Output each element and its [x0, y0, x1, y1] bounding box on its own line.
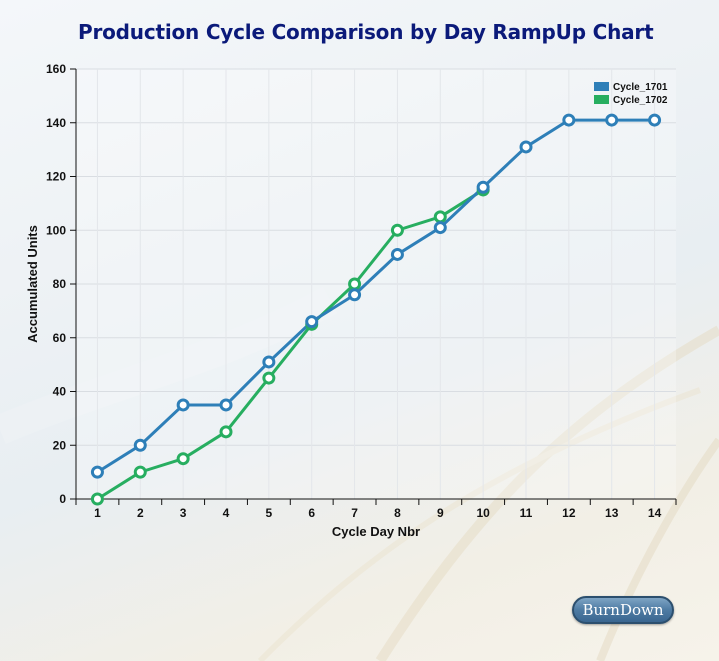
legend-swatch: [594, 95, 609, 104]
series-layer: [90, 113, 662, 506]
legend-label: Cycle_1701: [613, 82, 668, 93]
data-point-cycle_1701: [390, 247, 404, 261]
x-tick-label: 10: [476, 506, 490, 520]
x-tick-label: 8: [394, 506, 401, 520]
x-tick-label: 6: [308, 506, 315, 520]
data-point-cycle_1701: [433, 221, 447, 235]
x-tick-label: 7: [351, 506, 358, 520]
data-point-cycle_1701: [519, 140, 533, 154]
x-tick-label: 11: [520, 506, 533, 520]
x-tick-label: 3: [180, 506, 187, 520]
y-tick-label: 20: [53, 438, 67, 452]
x-tick-label: 1: [94, 506, 101, 520]
data-point-cycle_1701: [90, 465, 104, 479]
y-tick-label: 80: [53, 277, 67, 291]
y-tick-label: 160: [46, 62, 66, 76]
data-point-cycle_1702: [176, 452, 190, 466]
burndown-button[interactable]: BurnDown: [572, 596, 674, 624]
data-point-cycle_1702: [133, 465, 147, 479]
data-point-cycle_1702: [348, 277, 362, 291]
x-tick-label: 5: [266, 506, 273, 520]
x-tick-label: 2: [137, 506, 144, 520]
legend-swatch: [594, 82, 609, 91]
x-tick-label: 4: [223, 506, 230, 520]
chart-title: Production Cycle Comparison by Day RampU…: [78, 20, 654, 44]
x-axis-title: Cycle Day Nbr: [332, 524, 420, 539]
data-point-cycle_1702: [219, 425, 233, 439]
y-tick-label: 140: [46, 116, 66, 130]
grid: [76, 68, 676, 499]
data-point-cycle_1701: [648, 113, 662, 127]
series-line-cycle_1701: [96, 118, 655, 474]
y-tick-label: 100: [46, 223, 66, 237]
data-point-cycle_1701: [133, 438, 147, 452]
data-point-cycle_1701: [605, 113, 619, 127]
series-line-cycle_1702: [96, 188, 484, 501]
x-tick-label: 12: [562, 506, 576, 520]
x-tick-label: 13: [605, 506, 619, 520]
y-tick-label: 60: [53, 331, 67, 345]
legend-label: Cycle_1702: [613, 95, 668, 106]
data-point-cycle_1701: [476, 180, 490, 194]
data-point-cycle_1701: [262, 355, 276, 369]
x-tick-label: 14: [648, 506, 662, 520]
y-axis-title: Accumulated Units: [25, 225, 40, 343]
data-point-cycle_1701: [305, 315, 319, 329]
y-tick-label: 120: [46, 170, 66, 184]
data-point-cycle_1701: [176, 398, 190, 412]
y-tick-label: 40: [53, 385, 67, 399]
data-point-cycle_1702: [262, 371, 276, 385]
y-tick-label: 0: [59, 492, 66, 506]
legend: Cycle_1701 Cycle_1702: [594, 82, 668, 106]
x-tick-label: 9: [437, 506, 444, 520]
data-point-cycle_1701: [562, 113, 576, 127]
data-point-cycle_1702: [90, 492, 104, 506]
data-point-cycle_1701: [348, 288, 362, 302]
data-point-cycle_1702: [433, 210, 447, 224]
data-point-cycle_1701: [219, 398, 233, 412]
data-point-cycle_1702: [390, 223, 404, 237]
